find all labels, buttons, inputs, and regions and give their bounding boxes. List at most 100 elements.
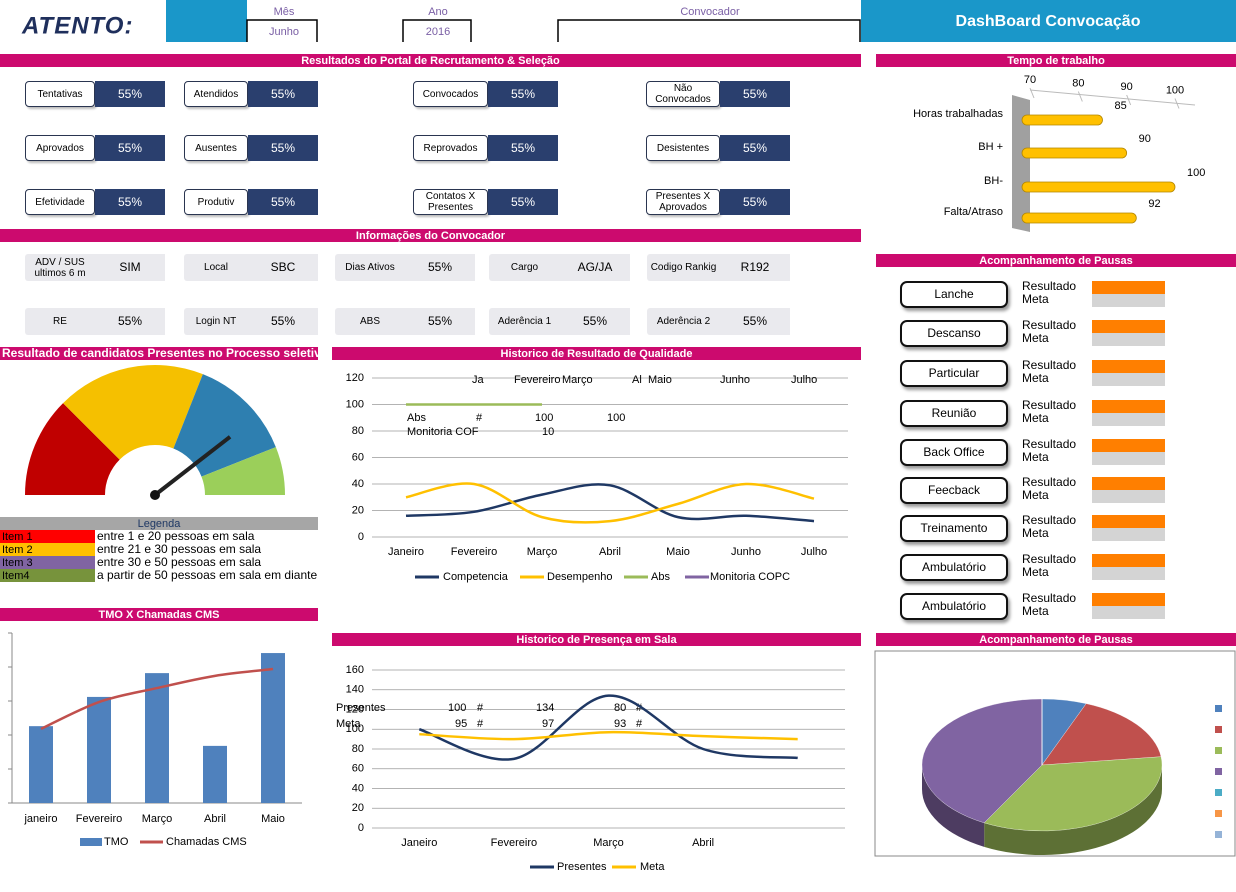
y-tick-label: 140 [346,684,364,696]
legend-label: Meta [640,861,665,873]
pause-bar [1092,567,1165,580]
x-tick-label: 80 [1072,77,1084,89]
overlay-text: # [636,702,643,714]
info-label: Cargo [489,254,560,281]
y-tick-label: BH + [978,141,1003,153]
chart-frame [874,650,1236,857]
gauge-segment [201,447,285,495]
info-value: SIM [95,254,165,281]
kpi-label: Tentativas [25,81,95,107]
pause-button[interactable]: Ambulatório [900,593,1008,620]
filter-value: Junho [269,26,299,38]
overlay-text: Al [632,374,642,386]
pause-button[interactable]: Treinamento [900,515,1008,542]
kpi-value: 55% [248,81,318,107]
pie-side [922,765,985,847]
y-tick-label: 20 [352,802,364,814]
info-value: 55% [248,308,318,335]
gauge-segment [173,374,276,477]
y-tick-label: 80 [352,743,364,755]
header-title-bg [861,0,1236,42]
overlay-text: 134 [536,702,554,714]
overlay-text: 100 [535,412,553,424]
section-bar [332,347,861,360]
pause-row-label: Meta [1022,371,1049,385]
header-block [166,0,247,42]
pause-bar [1092,333,1165,346]
x-tick-label: Junho [731,546,761,558]
info-label: ADV / SUS ultimos 6 m [25,254,95,281]
legend-text: entre 21 e 30 pessoas em sala [97,542,261,556]
filter-border [246,19,318,42]
series-line [405,482,815,524]
kpi-label: Efetividade [25,189,95,215]
bar [1021,147,1128,159]
pause-row-label: Resultado [1022,279,1076,293]
x-tick-label: Fevereiro [451,546,497,558]
filter-value: 2016 [426,26,450,38]
kpi-label: Convocados [413,81,488,107]
value-label: 92 [1148,198,1160,210]
overlay-text: 95 [455,718,467,730]
info-value: SBC [248,254,318,281]
x-tick-label: 100 [1166,84,1184,96]
overlay-text: Meta [336,718,361,730]
section-bar [0,229,861,242]
x-tick-label: Julho [801,546,827,558]
info-value: 55% [95,308,165,335]
overlay-text: Maio [648,374,672,386]
series-line [418,694,798,761]
section-title: Informações do Convocador [356,230,506,242]
overlay-text: 80 [614,702,626,714]
pause-button[interactable]: Ambulatório [900,554,1008,581]
pause-row-label: Resultado [1022,513,1076,527]
y-tick-label: 80 [352,425,364,437]
legend-color [0,530,95,543]
pause-row-label: Resultado [1022,437,1076,451]
legend-swatch [1215,747,1222,754]
pause-bar [1092,477,1165,490]
info-value: R192 [720,254,790,281]
info-value: 55% [560,308,630,335]
pie-side [984,765,1162,855]
y-tick-label: 0 [358,822,364,834]
pause-button[interactable]: Particular [900,360,1008,387]
pause-bar [1092,320,1165,333]
overlay-text: # [477,702,484,714]
axis-line [1029,89,1196,106]
pause-button[interactable]: Reunião [900,400,1008,427]
overlay-text: # [476,412,483,424]
y-tick-label: BH- [984,175,1003,187]
wall [1012,95,1030,232]
info-label: Aderência 2 [647,308,720,335]
bar [1021,114,1103,126]
legend-item: Item 2 [2,544,33,556]
pause-button[interactable]: Back Office [900,439,1008,466]
value-label: 90 [1139,133,1151,145]
overlay-text: # [477,718,484,730]
info-value: 55% [405,308,475,335]
pause-bar [1092,593,1165,606]
pause-button[interactable]: Feecback [900,477,1008,504]
tick-line [1126,94,1132,106]
legend-label: Competencia [443,571,509,583]
kpi-value: 55% [488,81,558,107]
pause-button[interactable]: Lanche [900,281,1008,308]
info-value: AG/JA [560,254,630,281]
pie-slice [921,698,1043,824]
section-bar [876,254,1236,267]
y-tick-label: 100 [346,398,364,410]
x-tick-label: Março [593,837,624,849]
kpi-label: Não Convocados [646,81,720,107]
pause-bar [1092,554,1165,567]
pause-row-label: Resultado [1022,552,1076,566]
pause-row-label: Meta [1022,411,1049,425]
legend-item: Item 1 [2,531,33,543]
x-tick-label: Abril [204,813,226,825]
kpi-label: Contatos X Presentes [413,189,488,215]
needle-hub [150,490,160,500]
legend-text: entre 30 e 50 pessoas em sala [97,555,261,569]
overlay-text: Ja [472,374,485,386]
section-title: Tempo de trabalho [1007,55,1105,67]
pause-button[interactable]: Descanso [900,320,1008,347]
